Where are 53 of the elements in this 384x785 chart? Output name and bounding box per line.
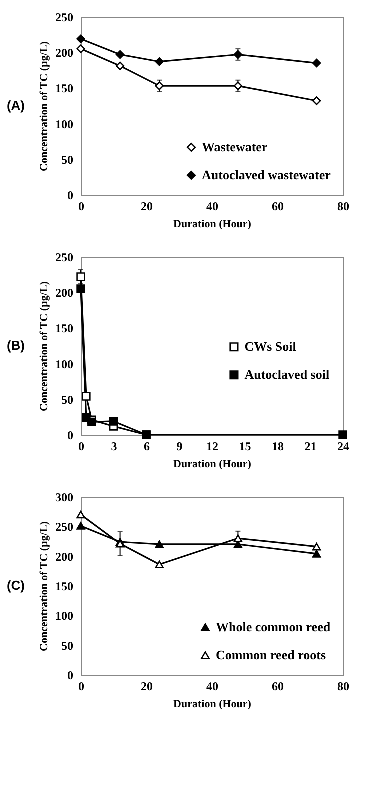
legend-label: Whole common reed [216, 620, 332, 634]
x-tick-label: 40 [206, 680, 218, 694]
y-tick-label: 50 [62, 152, 74, 167]
x-axis-title: Duration (Hour) [174, 698, 252, 710]
x-tick-label: 20 [141, 680, 153, 694]
x-tick-label: 3 [111, 440, 118, 454]
y-axis-title: Concentration of TC (µg/L) [38, 521, 50, 652]
y-tick-label: 150 [56, 580, 74, 594]
x-tick-label: 20 [141, 200, 153, 214]
y-tick-label: 250 [56, 520, 74, 534]
x-tick-label: 80 [338, 680, 350, 694]
x-tick-label: 21 [304, 440, 317, 454]
x-tick-label: 0 [78, 680, 84, 694]
x-tick-label: 80 [338, 200, 350, 214]
y-tick-label: 200 [56, 286, 74, 300]
legend-label: Autoclaved soil [244, 367, 330, 382]
text: (C) [6, 578, 25, 593]
x-tick-label: 6 [144, 440, 150, 454]
y-tick-label: 100 [56, 117, 74, 132]
y-tick-label: 0 [68, 668, 74, 682]
y-tick-label: 250 [56, 250, 74, 264]
y-tick-label: 50 [62, 392, 74, 407]
y-tick-label: 200 [56, 46, 74, 60]
y-axis-title: Concentration of TC (µg/L) [38, 281, 50, 412]
y-tick-label: 50 [62, 638, 74, 653]
y-axis-title: Concentration of TC (µg/L) [38, 41, 50, 172]
y-tick-label: 300 [56, 490, 74, 504]
y-tick-label: 250 [56, 10, 74, 24]
x-axis-title: Duration (Hour) [174, 218, 252, 230]
x-tick-label: 60 [272, 680, 284, 694]
legend-label: Common reed roots [216, 648, 326, 662]
legend-label: Wastewater [202, 140, 268, 154]
x-tick-label: 60 [272, 200, 284, 214]
legend-label: CWs Soil [244, 339, 297, 354]
x-tick-label: 0 [78, 200, 84, 214]
x-axis-title: Duration (Hour) [174, 458, 252, 470]
text: (B) [6, 338, 25, 353]
text: (A) [6, 98, 25, 113]
x-tick-label: 9 [176, 440, 183, 454]
y-tick-label: 150 [56, 322, 74, 336]
y-tick-label: 100 [56, 357, 74, 372]
legend-label: Autoclaved wastewater [202, 168, 332, 182]
x-tick-label: 40 [206, 200, 218, 214]
x-tick-label: 0 [78, 440, 84, 454]
x-tick-label: 18 [272, 440, 284, 454]
x-tick-label: 12 [206, 440, 218, 454]
y-tick-label: 0 [68, 188, 74, 202]
x-tick-label: 15 [239, 440, 252, 454]
y-tick-label: 200 [56, 550, 74, 564]
y-tick-label: 150 [56, 82, 74, 96]
x-tick-label: 24 [338, 440, 350, 454]
y-tick-label: 0 [68, 428, 74, 442]
y-tick-label: 100 [56, 609, 74, 624]
